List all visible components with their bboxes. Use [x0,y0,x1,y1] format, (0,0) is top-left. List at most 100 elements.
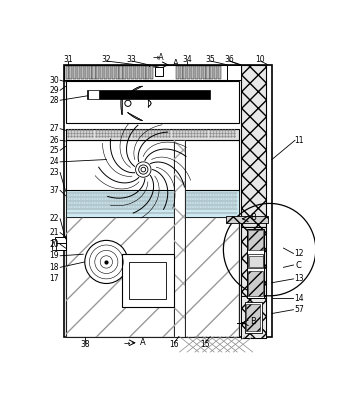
Bar [127,66,130,79]
Text: 33: 33 [127,55,137,64]
Bar [66,129,239,140]
Text: 13: 13 [294,275,304,283]
Bar [73,66,76,79]
Bar [123,66,126,79]
Text: 34: 34 [182,55,192,64]
Text: 32: 32 [101,55,111,64]
Text: C: C [296,261,302,269]
Text: 18: 18 [49,263,59,272]
Bar [241,227,266,338]
Bar [131,66,134,79]
Bar [183,66,186,79]
Bar [77,66,80,79]
Bar [100,66,103,79]
Bar [155,67,163,76]
Bar [174,140,185,337]
Bar [119,66,122,79]
Text: 30: 30 [49,76,59,85]
Text: 25: 25 [49,146,59,155]
Circle shape [125,100,131,107]
Bar [108,66,111,79]
Bar [195,66,198,79]
Bar [146,66,150,79]
Text: 35: 35 [205,55,215,64]
Bar [122,254,174,306]
Bar [55,237,66,251]
Bar [176,66,179,79]
Bar [115,66,119,79]
Text: A: A [140,338,146,347]
Bar [112,66,115,79]
Bar [245,302,262,333]
Bar [203,66,206,79]
Text: 37: 37 [49,186,59,195]
Bar [66,217,239,337]
Bar [66,140,239,217]
Bar [135,66,138,79]
Bar [199,66,202,79]
Bar [214,66,217,79]
Bar [66,190,239,217]
Bar [248,254,264,268]
Bar [210,66,213,79]
Bar [66,217,239,337]
Text: 28: 28 [49,96,59,105]
Bar [191,66,194,79]
Bar [89,66,92,79]
Bar [64,65,272,337]
Text: 17: 17 [49,275,59,283]
Bar [81,66,84,79]
Bar [93,66,95,79]
Text: →: → [124,338,130,347]
Circle shape [141,167,146,172]
Bar [206,66,210,79]
Text: 14: 14 [294,294,304,302]
Text: 19: 19 [49,251,59,260]
Bar [247,229,264,298]
Bar [130,262,166,299]
Bar [69,66,72,79]
Text: 15: 15 [200,340,210,349]
Bar [104,66,107,79]
Bar [248,271,264,296]
Bar [150,66,153,79]
Text: 57: 57 [294,305,304,314]
Bar [249,256,263,267]
Text: 38: 38 [80,340,90,349]
Text: 26: 26 [49,136,59,145]
Circle shape [135,162,151,177]
Bar [64,65,241,80]
Text: 11: 11 [294,136,304,145]
Bar [179,66,183,79]
Bar [218,66,221,79]
Bar [187,66,190,79]
Bar [174,140,185,337]
Bar [226,216,268,223]
Text: →A: →A [153,53,165,62]
Text: 23: 23 [49,168,59,177]
Text: 21: 21 [49,228,59,237]
Text: 10: 10 [256,55,265,64]
Text: 16: 16 [169,340,179,349]
Bar [85,66,88,79]
Text: 27: 27 [49,124,59,133]
Text: 22: 22 [49,214,59,223]
Bar [246,304,260,331]
Bar [241,296,266,338]
Bar [143,66,146,79]
Bar [87,90,210,99]
Bar [66,66,69,79]
Bar [241,65,266,227]
Bar [139,66,142,79]
Text: 12: 12 [294,249,304,258]
Bar [227,65,241,80]
Circle shape [139,165,148,174]
Text: 36: 36 [225,55,234,64]
Text: 20: 20 [49,240,59,249]
Text: 24: 24 [49,157,59,166]
Bar [89,91,99,99]
Text: 29: 29 [49,86,59,95]
Bar [52,239,56,250]
Text: B: B [250,213,256,222]
Bar [96,66,99,79]
